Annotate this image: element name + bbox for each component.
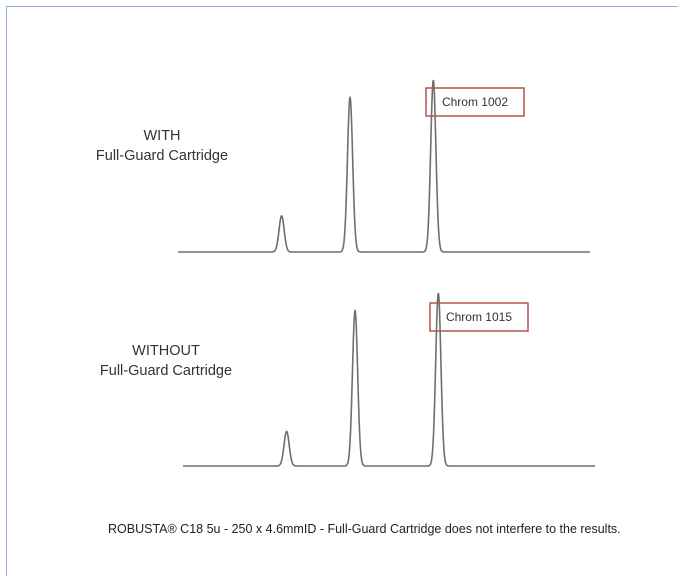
- chart-label-line-2: Full-Guard Cartridge: [96, 148, 228, 164]
- chrom-badge-box: [425, 87, 525, 117]
- figure-caption: ROBUSTA® C18 5u - 250 x 4.6mmID - Full-G…: [108, 522, 621, 536]
- chromatogram-with-guard: WITH Full-Guard Cartridge Chrom 1002: [96, 79, 591, 253]
- chrom-badge-label: Chrom 1002: [442, 95, 508, 109]
- chromatogram-trace: [182, 292, 596, 467]
- chromatogram-trace: [177, 79, 591, 253]
- chromatogram-figure: WITH Full-Guard Cartridge Chrom 1002 WIT…: [96, 79, 596, 467]
- chart-label-line-1: WITH: [143, 128, 180, 144]
- figure-frame: [6, 6, 678, 576]
- chromatogram-without-guard: WITHOUT Full-Guard Cartridge Chrom 1015: [100, 292, 596, 467]
- chrom-badge-box: [429, 302, 529, 332]
- chart-label-line-2: Full-Guard Cartridge: [100, 363, 232, 379]
- chrom-badge-label: Chrom 1015: [446, 310, 512, 324]
- chart-label-line-1: WITHOUT: [132, 343, 200, 359]
